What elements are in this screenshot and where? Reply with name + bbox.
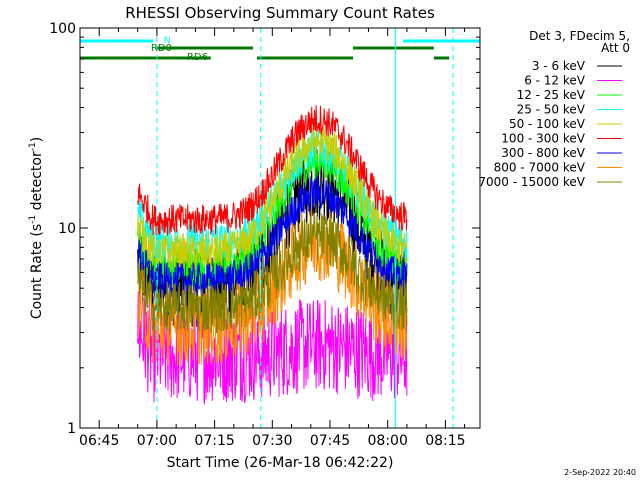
x-tick-label-5: 07:45: [310, 433, 350, 449]
y-axis-label: Count Rate (s-1 detector-1): [28, 137, 45, 319]
x-tick-label-6: 08:00: [368, 433, 408, 449]
chart-title: RHESSI Observing Summary Count Rates: [125, 4, 435, 22]
rd6-label: RD6: [187, 52, 208, 63]
y-axis-label-main: Count Rate (s: [29, 224, 45, 319]
legend-label-3: 12 - 25 keV: [517, 88, 586, 102]
x-tick-label-4: 07:30: [252, 433, 292, 449]
y-axis-label-exp2: -1: [28, 142, 38, 151]
legend-label-6: 100 - 300 keV: [501, 132, 585, 146]
legend-label-1: 3 - 6 keV: [532, 59, 586, 73]
axis-layer: 06:45 07:00 07:15 07:30 07:45 08:00 08:15 1 10 10…: [49, 21, 480, 449]
series-line-2: [137, 291, 408, 406]
legend-title-2: Att 0: [601, 41, 630, 55]
y-tick-label-3: 100: [49, 21, 76, 37]
y-tick-label-1: 1: [67, 421, 76, 437]
legend-label-4: 25 - 50 keV: [517, 103, 586, 117]
series-line-8: [137, 208, 408, 366]
series-line-6: [137, 105, 408, 236]
legend-label-7: 300 - 800 keV: [501, 146, 585, 160]
rd0-label: RD0: [151, 43, 172, 54]
series-line-5: [137, 124, 408, 272]
legend-label-5: 50 - 100 keV: [509, 117, 586, 131]
n-label: N: [164, 36, 171, 46]
y-tick-label-2: 10: [58, 221, 76, 237]
y-axis-label-exp: -1: [28, 215, 38, 224]
x-tick-label-7: 08:15: [425, 433, 465, 449]
series-layer: [137, 105, 408, 406]
x-tick-label-2: 07:00: [137, 433, 177, 449]
x-axis-label: Start Time (26-Mar-18 06:42:22): [167, 455, 394, 471]
legend-label-8: 800 - 7000 keV: [494, 161, 586, 175]
legend-title: Det 3, FDecim 5,: [529, 29, 630, 43]
y-axis-label-tail: detector: [29, 151, 45, 215]
y-axis-label-close: ): [29, 137, 45, 142]
footer-timestamp: 2-Sep-2022 20:40: [564, 468, 636, 477]
x-tick-label-1: 06:45: [79, 433, 119, 449]
x-tick-label-3: 07:15: [194, 433, 234, 449]
legend-label-9: 7000 - 15000 keV: [478, 175, 585, 189]
series-line-9: [137, 213, 408, 334]
series-line-7: [137, 176, 408, 298]
legend-label-2: 6 - 12 keV: [524, 74, 586, 88]
